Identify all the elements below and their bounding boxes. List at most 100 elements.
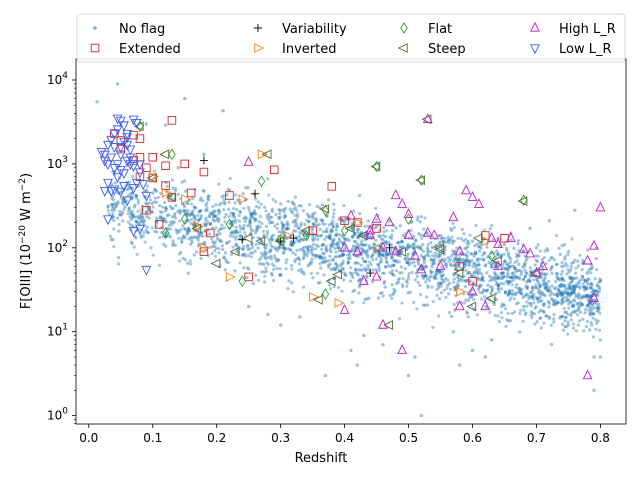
no-flag-point xyxy=(360,268,364,272)
data-point-extended xyxy=(148,152,157,162)
no-flag-point xyxy=(242,266,246,270)
no-flag-point xyxy=(340,252,344,256)
data-point-high-l-r xyxy=(339,304,350,314)
data-point-high-l-r xyxy=(378,318,388,329)
no-flag-point xyxy=(346,253,350,257)
no-flag-point xyxy=(154,189,159,193)
no-flag-point xyxy=(116,200,120,204)
no-flag-point xyxy=(203,229,207,233)
no-flag-point xyxy=(214,246,218,250)
no-flag-point xyxy=(509,279,513,283)
no-flag-point xyxy=(258,225,262,229)
data-point-low-l-r xyxy=(99,156,110,167)
no-flag-point xyxy=(584,286,589,290)
data-point-steep xyxy=(165,192,176,203)
no-flag-point xyxy=(270,273,274,277)
no-flag-point xyxy=(263,249,267,253)
no-flag-point xyxy=(456,284,461,288)
no-flag-point xyxy=(192,205,196,209)
no-flag-point xyxy=(537,310,541,314)
no-flag-point xyxy=(110,196,114,200)
no-flag-point xyxy=(507,290,512,294)
no-flag-point xyxy=(384,265,388,269)
no-flag-point xyxy=(171,239,175,243)
no-flag-point xyxy=(391,272,395,277)
no-flag-point xyxy=(371,252,375,257)
no-flag-point xyxy=(334,267,338,272)
no-flag-point xyxy=(329,267,333,272)
no-flag-point xyxy=(568,287,572,291)
no-flag-point xyxy=(171,206,175,211)
no-flag-point xyxy=(504,307,508,311)
no-flag-point xyxy=(575,282,579,286)
no-flag-point xyxy=(290,242,295,246)
no-flag-point xyxy=(205,208,209,212)
no-flag-point xyxy=(189,235,193,240)
no-flag-point xyxy=(576,308,580,313)
no-flag-point xyxy=(503,290,507,294)
no-flag-point xyxy=(564,310,569,314)
no-flag-point xyxy=(168,227,173,231)
data-point-low-l-r xyxy=(119,182,129,192)
no-flag-point xyxy=(444,262,449,266)
no-flag-point xyxy=(277,217,281,221)
no-flag-point xyxy=(289,240,294,244)
no-flag-point xyxy=(268,249,273,253)
no-flag-point xyxy=(463,247,467,251)
no-flag-point xyxy=(487,274,492,278)
no-flag-point xyxy=(559,292,563,296)
data-point-no-flag xyxy=(202,152,206,157)
no-flag-point xyxy=(351,289,355,293)
no-flag-point xyxy=(505,263,509,267)
data-point-no-flag xyxy=(176,166,181,170)
no-flag-point xyxy=(430,265,434,269)
data-point-no-flag xyxy=(528,226,532,231)
no-flag-point xyxy=(174,228,178,232)
no-flag-point xyxy=(294,208,299,212)
no-flag-point xyxy=(275,266,279,270)
no-flag-point xyxy=(178,209,182,214)
no-flag-point xyxy=(304,233,308,237)
no-flag-point xyxy=(534,283,538,287)
no-flag-point xyxy=(289,248,293,252)
no-flag-point xyxy=(302,238,306,242)
no-flag-point xyxy=(486,283,490,287)
no-flag-point xyxy=(339,264,343,268)
no-flag-point xyxy=(356,254,360,258)
no-flag-point xyxy=(549,323,553,327)
no-flag-point xyxy=(296,239,300,243)
no-flag-point xyxy=(560,314,564,319)
no-flag-point xyxy=(449,263,453,268)
no-flag-point xyxy=(470,258,474,262)
data-point-low-l-r xyxy=(125,145,136,156)
no-flag-point xyxy=(278,272,282,276)
no-flag-point xyxy=(251,228,255,233)
no-flag-point xyxy=(530,315,534,320)
no-flag-point xyxy=(187,228,191,232)
no-flag-point xyxy=(439,274,443,278)
no-flag-point xyxy=(331,266,335,271)
no-flag-point xyxy=(371,268,375,272)
no-flag-point xyxy=(338,254,342,258)
no-flag-point xyxy=(346,256,350,261)
no-flag-point xyxy=(597,308,601,312)
no-flag-point xyxy=(252,211,256,215)
data-point-steep xyxy=(383,320,394,330)
no-flag-point xyxy=(295,223,299,227)
data-point-steep xyxy=(344,223,355,234)
no-flag-point xyxy=(536,291,541,295)
no-flag-point xyxy=(426,248,430,252)
no-flag-point xyxy=(542,310,546,314)
no-flag-point xyxy=(567,302,571,306)
no-flag-point xyxy=(443,263,448,267)
no-flag-point xyxy=(379,257,383,261)
no-flag-point xyxy=(499,253,503,258)
no-flag-point xyxy=(478,245,482,249)
no-flag-point xyxy=(540,257,544,262)
no-flag-point xyxy=(205,201,209,205)
no-flag-point xyxy=(542,293,546,297)
no-flag-point xyxy=(342,237,347,241)
no-flag-point xyxy=(211,204,215,209)
data-point-no-flag xyxy=(278,323,283,327)
data-point-high-l-r xyxy=(422,226,433,237)
